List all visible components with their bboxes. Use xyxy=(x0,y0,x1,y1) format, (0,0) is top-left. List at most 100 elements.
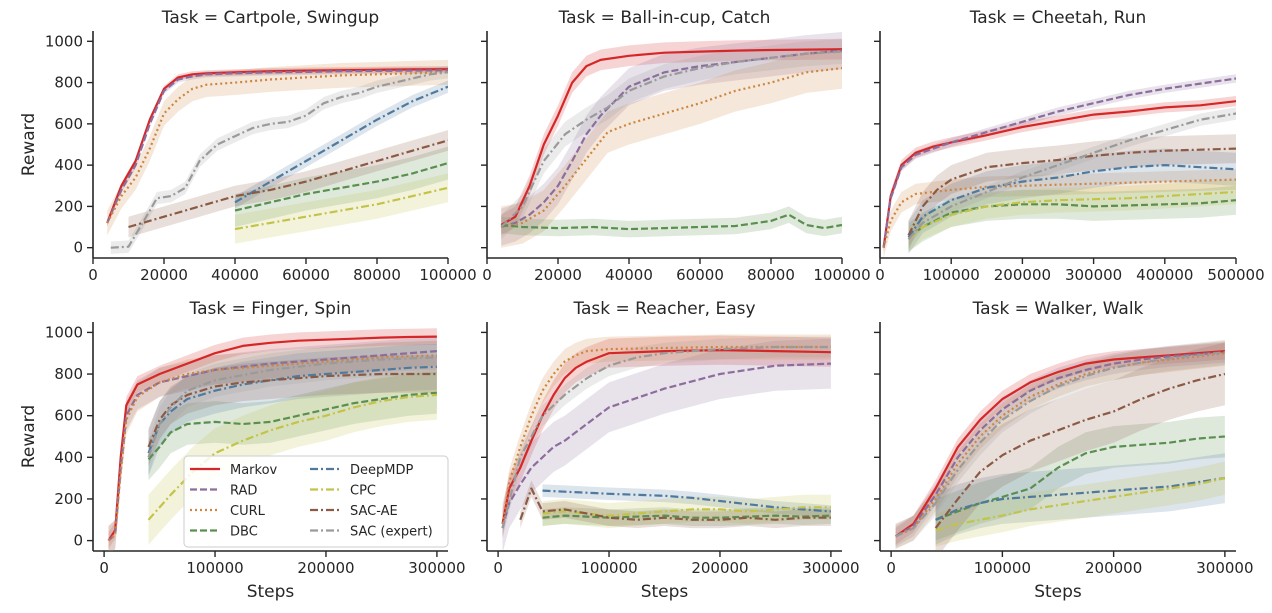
series-line-sac-expert xyxy=(501,345,831,529)
series-line-markov xyxy=(894,350,1225,538)
band-cpc xyxy=(542,494,831,529)
band-curl xyxy=(501,47,842,248)
legend-label: DBC xyxy=(230,525,258,540)
x-axis-label: Steps xyxy=(247,582,295,602)
series-line-curl xyxy=(106,71,448,224)
series-line-deepmdp xyxy=(234,85,448,204)
series-line-rad xyxy=(882,77,1236,248)
series-line-dbc xyxy=(147,391,437,461)
band-curl xyxy=(895,340,1225,549)
series-line-sac-expert xyxy=(895,351,1226,538)
panel-cartpole-swingup: Task = Cartpole, Swingup 0 200 400 600 800 100… xyxy=(19,8,477,284)
band-dbc xyxy=(935,415,1225,541)
series-line-dbc xyxy=(501,213,842,231)
band-markov xyxy=(883,96,1236,253)
y-tick-label: 400 xyxy=(54,156,83,174)
x-tick-label: 100000 xyxy=(419,266,476,284)
series-line-dbc xyxy=(542,514,831,519)
legend-label: RAD xyxy=(230,484,257,499)
x-tick-label: 100000 xyxy=(186,559,243,577)
x-tick-label: 100000 xyxy=(923,266,980,284)
x-tick-label: 60000 xyxy=(282,266,330,284)
y-tick-label: 800 xyxy=(54,74,83,92)
series-line-deepmdp xyxy=(935,477,1226,521)
band-rad xyxy=(883,74,1236,252)
legend-entry-sac-expert: SAC (expert) xyxy=(310,525,433,540)
y-tick-label: 1000 xyxy=(45,323,83,341)
x-tick-label: 300000 xyxy=(1196,559,1253,577)
series-line-sac-expert xyxy=(907,112,1236,241)
panel-title: Task = Finger, Spin xyxy=(189,299,352,319)
series-line-sac-expert xyxy=(500,50,842,228)
series-line-sac-ae xyxy=(907,147,1236,236)
x-tick-label: 0 xyxy=(493,559,503,577)
panel-ball-in-cup-catch: Task = Ball-in-cup, Catch 0 20000 40000 6000… xyxy=(481,8,871,284)
x-tick-label: 20000 xyxy=(140,266,188,284)
panel-title: Task = Reacher, Easy xyxy=(572,299,755,319)
x-tick-label: 100000 xyxy=(580,559,637,577)
legend-label: CPC xyxy=(350,484,376,499)
band-cpc xyxy=(235,173,448,244)
series-line-markov xyxy=(107,335,437,542)
x-tick-label: 200000 xyxy=(994,266,1051,284)
legend-box xyxy=(183,455,449,548)
x-tick-label: 200000 xyxy=(691,559,748,577)
series-line-markov xyxy=(501,349,831,525)
series-line-rad xyxy=(501,362,831,529)
x-axis-label: Steps xyxy=(1034,582,1082,602)
y-axis-label: Reward xyxy=(19,113,39,176)
y-tick-label: 600 xyxy=(54,115,83,133)
series-line-curl xyxy=(500,67,842,229)
panel-title: Task = Cartpole, Swingup xyxy=(161,8,379,28)
band-markov xyxy=(502,335,831,539)
panel-title: Task = Ball-in-cup, Catch xyxy=(558,8,771,28)
series-line-sac-ae xyxy=(147,372,437,448)
y-tick-label: 0 xyxy=(73,239,83,257)
band-dbc xyxy=(148,372,437,481)
panel-walker-walk: Task = Walker, Walk 0 100000 200000 300000 St… xyxy=(874,299,1254,602)
panel-title: Task = Walker, Walk xyxy=(972,299,1144,319)
series-line-sac-ae xyxy=(519,487,831,521)
x-tick-label: 100000 xyxy=(974,559,1031,577)
legend-label: SAC (expert) xyxy=(350,525,433,540)
series-line-cpc xyxy=(935,477,1226,532)
series-line-markov xyxy=(882,100,1236,248)
series-line-dbc xyxy=(907,199,1236,239)
band-sac-ae xyxy=(128,130,448,238)
series-line-curl xyxy=(882,178,1236,248)
band-curl xyxy=(108,340,437,551)
panel-cheetah-run: Task = Cheetah, Run 0 100000 200000 300000 40… xyxy=(874,8,1265,284)
series-line-curl xyxy=(107,354,437,542)
panel-title: Task = Cheetah, Run xyxy=(969,8,1147,28)
x-tick-label: 60000 xyxy=(676,266,724,284)
x-tick-label: 300000 xyxy=(408,559,465,577)
x-tick-label: 20000 xyxy=(534,266,582,284)
band-dbc xyxy=(235,146,448,227)
legend-label: SAC-AE xyxy=(350,504,398,519)
band-cpc xyxy=(908,179,1236,252)
panel-finger-spin: Task = Finger, Spin 0 200 400 600 800 1000 0 100… xyxy=(19,299,466,602)
band-sac-expert xyxy=(895,339,1225,549)
x-tick-label: 300000 xyxy=(802,559,859,577)
band-rad xyxy=(502,338,831,551)
x-tick-label: 0 xyxy=(886,559,896,577)
series-line-rad xyxy=(500,49,842,229)
band-deepmdp xyxy=(235,80,448,209)
series-line-sac-expert xyxy=(147,356,437,458)
band-deepmdp xyxy=(908,148,1236,254)
x-tick-label: 200000 xyxy=(297,559,354,577)
band-sac-expert xyxy=(501,39,842,240)
x-tick-label: 0 xyxy=(99,559,109,577)
y-axis-label: Reward xyxy=(19,405,39,468)
series-line-rad xyxy=(106,69,448,224)
band-rad xyxy=(108,336,437,551)
series-line-markov xyxy=(500,48,842,226)
band-sac-expert xyxy=(908,107,1236,246)
y-tick-label: 400 xyxy=(54,448,83,466)
band-sac-expert xyxy=(502,336,831,539)
x-tick-label: 0 xyxy=(875,266,885,284)
series-line-deepmdp xyxy=(907,164,1236,239)
y-tick-label: 1000 xyxy=(45,32,83,50)
band-curl xyxy=(883,169,1236,258)
